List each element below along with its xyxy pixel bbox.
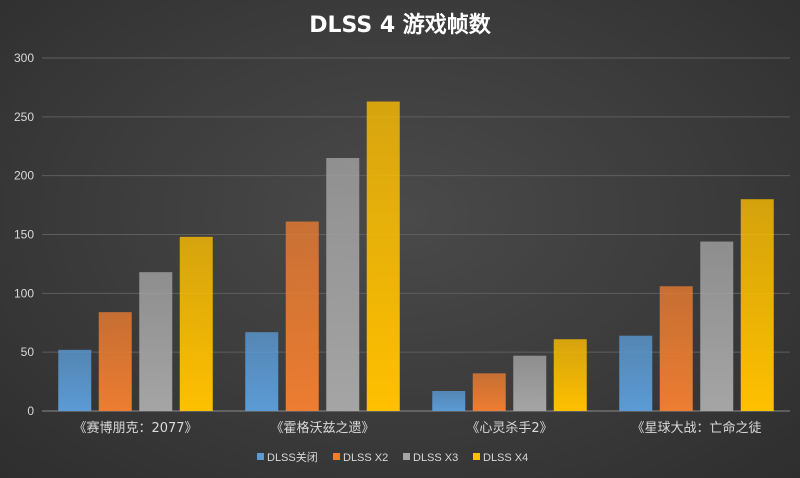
legend-label: DLSS X3 xyxy=(413,452,458,464)
y-tick-label: 300 xyxy=(14,51,34,65)
y-tick-label: 200 xyxy=(14,169,34,183)
y-tick-label: 50 xyxy=(21,345,35,359)
chart-title: DLSS 4 游戏帧数 xyxy=(309,12,492,38)
bar-3-1 xyxy=(139,272,173,411)
legend-swatch xyxy=(473,453,480,460)
y-axis-ticks: 0 50 100 150 200 250 300 xyxy=(14,51,34,418)
bar-1-1 xyxy=(58,349,92,411)
bars xyxy=(58,101,774,411)
x-axis-categories: 《赛博朋克：2077》 《霍格沃兹之遗》 《心灵杀手2》 《星球大战：亡命之徒 xyxy=(73,420,761,436)
bar-2-2 xyxy=(285,221,319,411)
bar-4-4 xyxy=(740,199,774,411)
bar-1-3 xyxy=(432,390,466,411)
x-category-label: 《星球大战：亡命之徒 xyxy=(631,420,761,436)
bar-2-4 xyxy=(659,286,693,411)
legend-label: DLSS X4 xyxy=(483,452,528,464)
legend-swatch xyxy=(333,453,340,460)
bar-1-2 xyxy=(245,332,279,411)
bar-3-3 xyxy=(513,355,547,411)
x-category-label: 《霍格沃兹之遗》 xyxy=(270,420,374,436)
x-category-label: 《心灵杀手2》 xyxy=(466,421,552,436)
bar-2-3 xyxy=(472,373,506,411)
legend-label: DLSS X2 xyxy=(343,452,388,464)
bar-2-1 xyxy=(98,312,132,411)
x-category-label: 《赛博朋克：2077》 xyxy=(73,420,197,436)
bar-3-2 xyxy=(326,158,360,411)
y-tick-label: 250 xyxy=(14,110,34,124)
bar-4-3 xyxy=(553,339,587,411)
y-tick-label: 0 xyxy=(27,404,34,418)
legend-swatch xyxy=(403,453,410,460)
legend-swatch xyxy=(257,453,264,460)
y-tick-label: 100 xyxy=(14,286,34,300)
bar-3-4 xyxy=(700,241,734,411)
bar-1-4 xyxy=(619,335,653,411)
bar-4-2 xyxy=(366,101,400,411)
y-tick-label: 150 xyxy=(14,228,34,242)
legend-label: DLSS关闭 xyxy=(267,450,318,464)
legend: DLSS关闭 DLSS X2 DLSS X3 DLSS X4 xyxy=(257,450,528,464)
bar-4-1 xyxy=(179,236,213,411)
